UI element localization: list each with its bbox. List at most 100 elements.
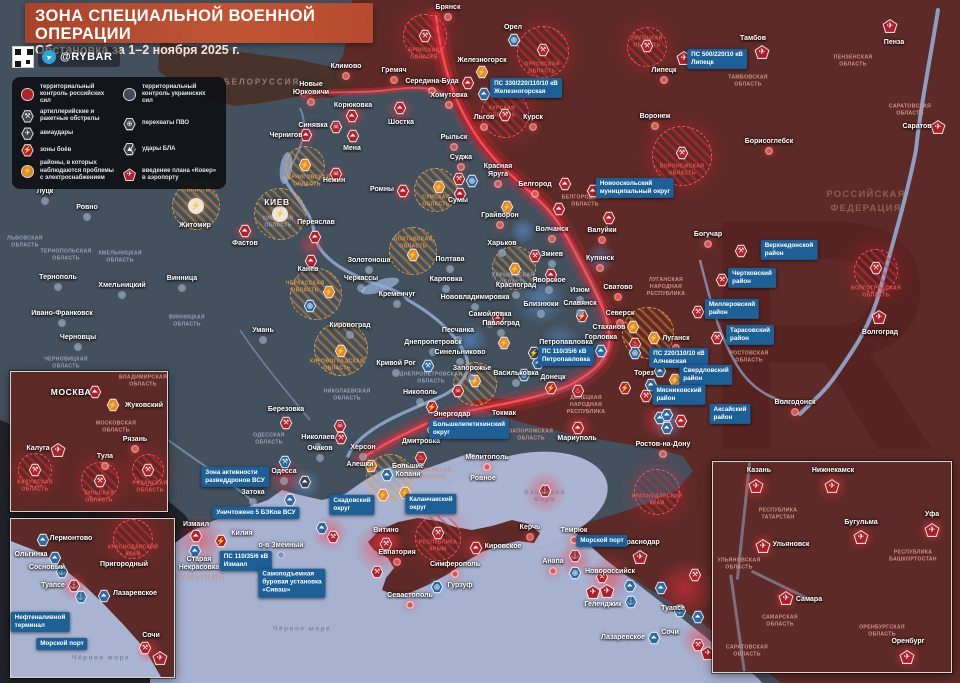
pvo-marker: ⊕ (568, 566, 582, 580)
drone-icon: ▲ (306, 257, 316, 264)
marker-body: ▲ (572, 422, 584, 434)
legend-item: ▲ ▲ удары БЛА (122, 142, 218, 156)
marker-body: ▲ (239, 225, 251, 237)
legend-item-label: территориальный контроль украинских сил (142, 84, 206, 105)
callout-label: Миллеровский район (704, 298, 760, 320)
marker-body: ⚒ (142, 464, 154, 476)
city-label: Фастов (232, 239, 258, 247)
artillery-icon: ⚒ (144, 466, 152, 474)
marker-body: ✈ (779, 592, 793, 604)
region-label: Черновицкая область (44, 356, 88, 369)
region-label: Луганская народная республика (646, 276, 686, 297)
region-label: Орловская область (524, 61, 560, 74)
artillery-marker: ⚒ (93, 474, 107, 488)
marker-body: ☠ (452, 385, 464, 397)
marker-body: ⚡ (509, 263, 521, 275)
artillery-icon: ⚒ (718, 276, 726, 284)
city-label: Красная Яруга (483, 162, 513, 178)
plane-icon: ✈ (156, 653, 164, 662)
city-dot (660, 451, 666, 457)
battle-icon: ⚡ (670, 375, 680, 385)
battle-icon: ⚡ (378, 490, 388, 500)
drone-icon: ▲ (285, 496, 295, 503)
drone-marker: ▲ (654, 581, 668, 595)
city-label: Евпатория (378, 548, 416, 556)
drone-icon: ▲ (310, 233, 320, 240)
artillery-icon: ⚒ (694, 641, 702, 649)
sea-label: Чёрное море (272, 625, 332, 633)
city-label: Торез (634, 369, 654, 377)
battle-marker: ⚡ (544, 381, 558, 395)
callout-label: Чертковский район (728, 267, 776, 289)
marker-body: ▲ (624, 580, 636, 592)
city-label: Ромны (369, 185, 395, 193)
drone-icon: ▲ (479, 90, 489, 97)
drone-icon: ▲ (649, 634, 659, 641)
marker-body: ▲ (661, 409, 673, 421)
callout-label: Большелепетихинский округ (428, 418, 510, 440)
region-label: Хмельницкая область (98, 250, 142, 263)
city-dot (315, 444, 321, 450)
legend-icon-body (22, 89, 33, 101)
city-dot (447, 266, 453, 272)
pent-legend-icon: ✈ (123, 168, 136, 182)
city-dot (527, 534, 533, 540)
callout-label: Тарасовский район (726, 324, 774, 346)
plane-marker: ✈ (585, 585, 601, 599)
city-label: Васильковка (493, 369, 539, 377)
drone-marker: ▲ (48, 551, 62, 565)
city-label: Северск (605, 309, 635, 317)
region-label: Республика Татарстан (758, 507, 798, 520)
artillery-marker: ⚒ (379, 537, 393, 551)
legend-glyph: ▲ (133, 145, 140, 153)
marker-body: ⚒ (432, 527, 444, 539)
artillery-icon: ⚒ (329, 533, 337, 541)
brand-pill[interactable]: ➤ @RYBAR (38, 47, 121, 67)
city-label: Кировское (484, 542, 522, 550)
marker-body: ▲ (587, 185, 599, 197)
city-label: Черкассы (343, 274, 379, 282)
marker-body: ☠ (334, 420, 346, 432)
anchor-marker: ⚓ (673, 604, 687, 618)
artillery-icon: ⚒ (678, 149, 686, 157)
city-dot (393, 370, 399, 376)
fire-marker: ♨ (571, 384, 585, 398)
callout-label: Уничтожено 5 БЭКов ВСУ (212, 506, 300, 520)
marker-body: ⚓ (68, 580, 80, 592)
city-label: Хмельницкий (98, 281, 146, 289)
drone-icon: ▲ (301, 131, 311, 138)
city-dot (766, 148, 772, 154)
marker-body: ⚡ (335, 345, 347, 357)
plane-icon: ✈ (928, 525, 936, 534)
artillery-marker: ⚒ (691, 638, 705, 652)
marker-body: ♨ (629, 338, 641, 350)
power-icon: ⚡ (108, 400, 118, 410)
plane-icon: ✈ (903, 652, 911, 661)
drone-marker: ▲ (653, 364, 667, 378)
city-label: Запорожье (452, 364, 492, 372)
marker-body: ▲ (462, 77, 474, 89)
region-label: Донецкая народная республика (566, 394, 606, 415)
marker-body: ⚓ (674, 605, 686, 617)
marker-body: ♨ (415, 452, 427, 464)
marker-body: ▲ (559, 178, 571, 190)
city-label: Казань (746, 466, 772, 474)
marker-body: ▲ (454, 188, 466, 200)
skull-icon: ☠ (454, 387, 462, 395)
marker-body: ⚒ (692, 306, 704, 318)
marker-body: ⚒ (335, 432, 347, 444)
city-label: Новые Юрковичи (292, 80, 330, 96)
region-label: Запорожская область (508, 428, 554, 441)
city-label: Пенза (883, 38, 905, 46)
legend-icon-cell: ✈ (20, 127, 35, 140)
legend-item: ✈ авиаудары (20, 127, 116, 140)
drone-marker: ▲ (674, 414, 688, 428)
city-label: Тула (96, 452, 114, 460)
battle-icon: ⚡ (427, 402, 437, 412)
city-dot (577, 297, 583, 303)
qr-code (12, 46, 34, 68)
city-label: Лазаревское (112, 589, 158, 597)
city-label: Славянск (563, 299, 597, 307)
pvo-marker: ⊕ (430, 580, 444, 594)
